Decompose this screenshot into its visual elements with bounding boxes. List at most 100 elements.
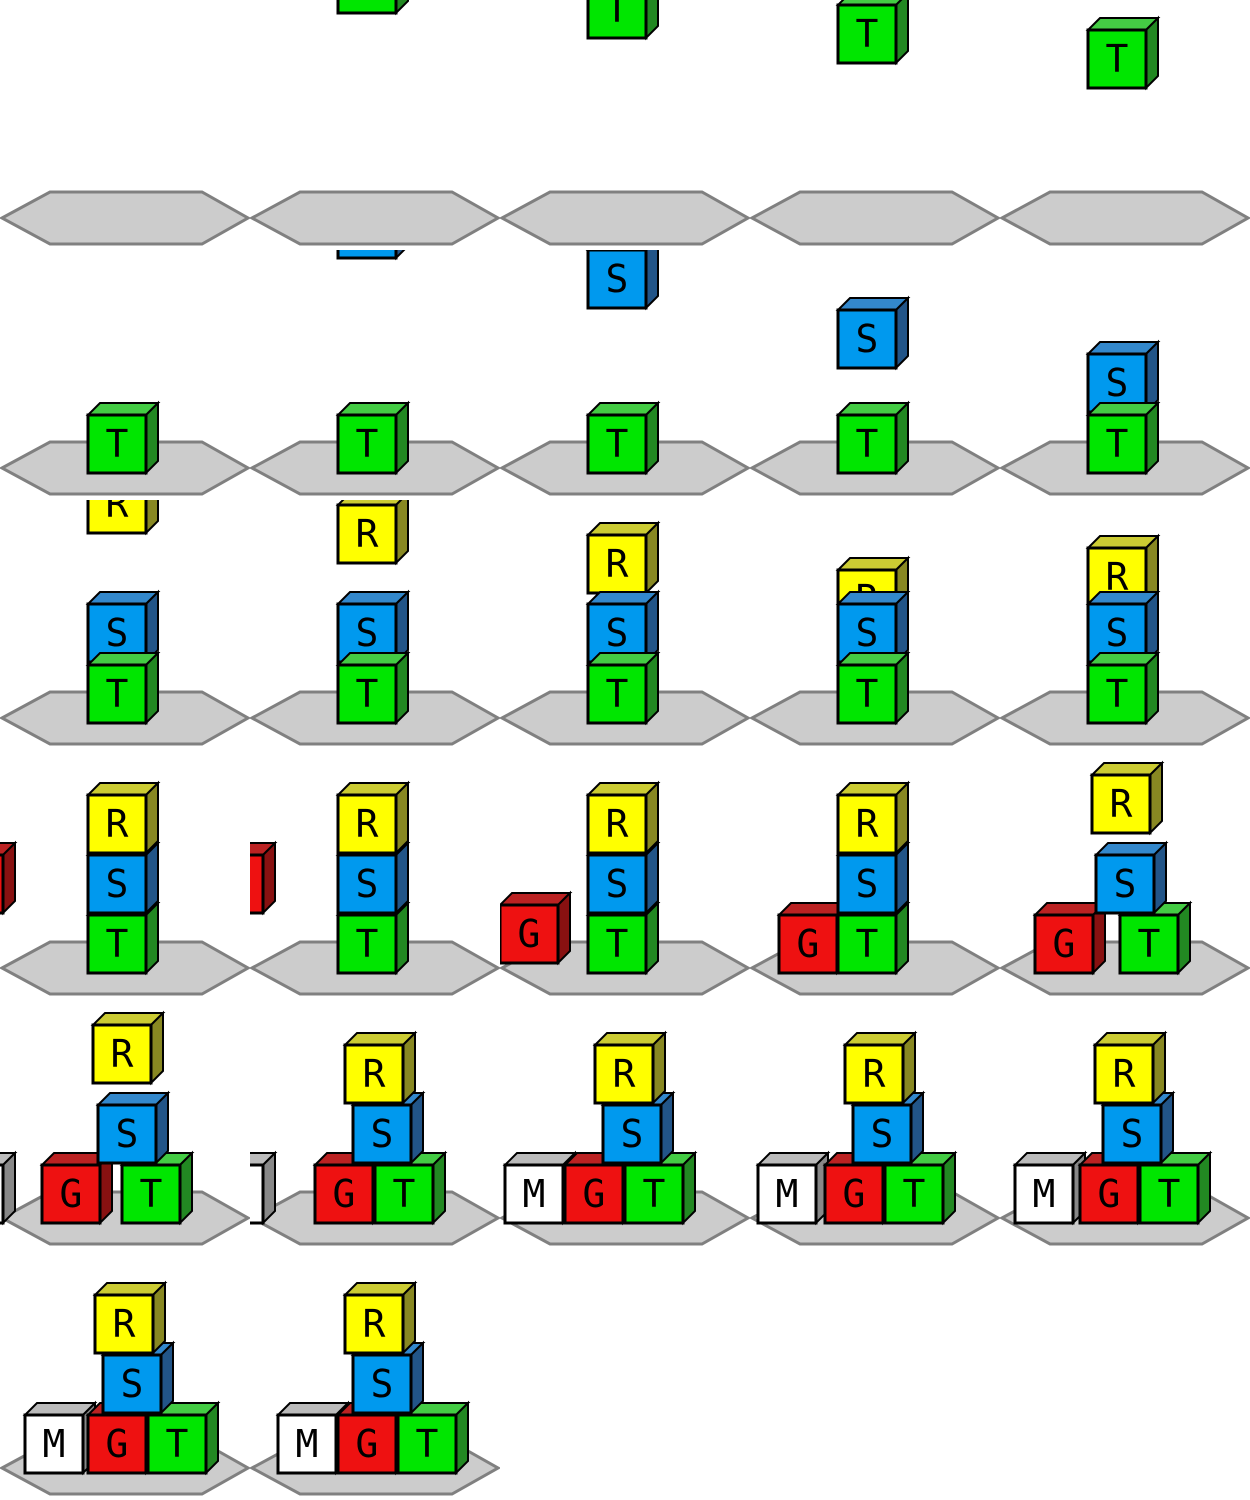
frame-scene: R ST [0, 500, 250, 746]
frame-scene: ST [750, 295, 1000, 496]
block-g-icon: G [0, 840, 18, 916]
block-label: R [113, 1302, 136, 1346]
block-label: R [356, 802, 379, 846]
block-label: S [606, 611, 629, 655]
block-label: S [621, 1112, 644, 1156]
frame-scene: RST [1000, 533, 1250, 746]
block-label: T [1138, 922, 1161, 966]
block-r-icon: R [85, 780, 161, 856]
block-t-icon: T [336, 0, 409, 16]
block-label: T [1106, 422, 1129, 466]
block-m-icon: M [1012, 1150, 1088, 1226]
block-g-icon: G [39, 1150, 115, 1226]
block-label: T [606, 422, 629, 466]
block-label: S [1106, 361, 1129, 405]
block-r-icon: R [92, 1280, 168, 1356]
block-label: S [356, 250, 379, 251]
frame-scene: RST [250, 500, 500, 746]
block-r-icon: R [335, 780, 411, 856]
block-r-icon: R [1092, 1030, 1168, 1106]
block-t-icon: T [622, 1150, 698, 1226]
block-label: T [643, 1172, 666, 1216]
frame-scene: T [1000, 15, 1250, 246]
block-label: T [856, 922, 879, 966]
block-label: S [1106, 611, 1129, 655]
block-label: S [856, 862, 879, 906]
block-label: S [606, 257, 629, 301]
block-label: R [863, 1052, 886, 1096]
animation-frame: G TSR [0, 750, 250, 1000]
block-g-icon: G [312, 1150, 388, 1226]
block-label: R [106, 500, 129, 526]
animation-frame: T [250, 0, 500, 250]
block-label: T [356, 672, 379, 716]
block-label: T [140, 1172, 163, 1216]
block-t-icon: T [335, 650, 411, 726]
block-label: S [116, 1112, 139, 1156]
block-t-icon: T [85, 400, 161, 476]
block-t-icon: T [1137, 1150, 1213, 1226]
block-label: S [856, 611, 879, 655]
block-s-icon: S [350, 1090, 426, 1166]
block-label: T [106, 922, 129, 966]
block-t-icon: T [1117, 900, 1193, 976]
block-label: G [333, 1172, 356, 1216]
block-label: R [1110, 782, 1133, 826]
block-t-icon: T [1085, 15, 1161, 91]
block-s-icon: S [1085, 589, 1161, 665]
animation-frame: T [500, 0, 750, 250]
block-g-icon: G [1032, 900, 1108, 976]
block-label: G [583, 1172, 606, 1216]
block-label: T [356, 922, 379, 966]
block-t-icon: T [585, 650, 661, 726]
block-label: S [106, 611, 129, 655]
frame-scene: G TSR [1000, 760, 1250, 996]
block-label: S [871, 1112, 894, 1156]
block-t-icon: T [85, 650, 161, 726]
block-label: S [371, 1112, 394, 1156]
block-label: T [106, 422, 129, 466]
animation-frame: ST [0, 250, 250, 500]
block-t-icon: T [882, 1150, 958, 1226]
block-label: S [106, 862, 129, 906]
block-label: R [606, 802, 629, 846]
frame-scene: T [250, 0, 500, 246]
block-label: S [356, 862, 379, 906]
block-r-icon: R [1089, 760, 1165, 836]
block-t-icon: T [335, 400, 411, 476]
block-t-icon: T [145, 1400, 221, 1476]
block-r-icon: R [835, 780, 911, 856]
block-label: R [613, 1052, 636, 1096]
block-label: G [1053, 922, 1076, 966]
platform-hexagon [1000, 190, 1250, 246]
block-label: G [106, 1422, 129, 1466]
frame-scene: RST [750, 555, 1000, 746]
block-label: G [797, 922, 820, 966]
block-s-icon: S [1093, 840, 1169, 916]
block-s-icon: S [85, 589, 161, 665]
block-s-icon: S [835, 589, 911, 665]
frame-scene: T [750, 0, 1000, 246]
block-label: M [1033, 1172, 1056, 1216]
block-label: M [776, 1172, 799, 1216]
frame-scene: ST [500, 250, 750, 496]
frame-scene: ST [0, 400, 250, 496]
block-r-icon: R [342, 1280, 418, 1356]
block-label: T [606, 0, 629, 31]
block-label: G [60, 1172, 83, 1216]
block-t-icon: T [1085, 400, 1161, 476]
frame-scene: ST [1000, 339, 1250, 496]
